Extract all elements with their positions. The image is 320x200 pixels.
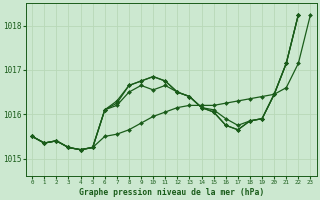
X-axis label: Graphe pression niveau de la mer (hPa): Graphe pression niveau de la mer (hPa) bbox=[79, 188, 264, 197]
